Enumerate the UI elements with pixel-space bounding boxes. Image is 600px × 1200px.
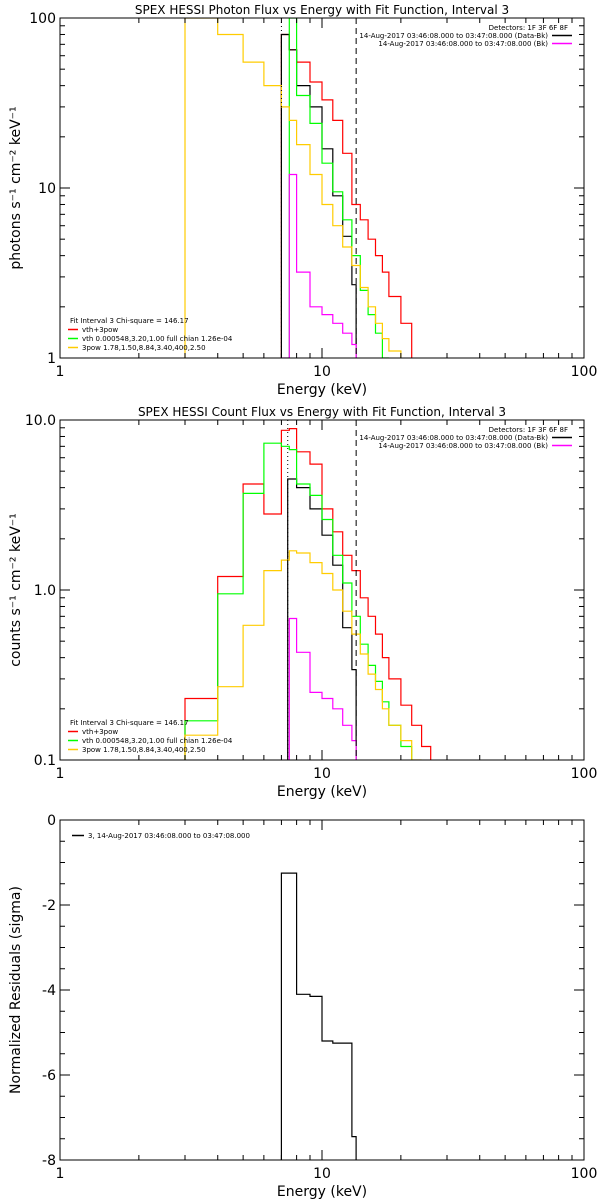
x-axis-label: Energy (keV)	[277, 784, 367, 800]
y-tick-label: -4	[42, 983, 56, 999]
x-tick-label: 10	[313, 766, 331, 782]
x-tick-label: 1	[56, 766, 65, 782]
legend-label: 3, 14-Aug-2017 03:46:08.000 to 03:47:08.…	[88, 832, 250, 840]
x-axis-label: Energy (keV)	[277, 1184, 367, 1200]
y-axis-label: photons s⁻¹ cm⁻² keV⁻¹	[8, 106, 24, 269]
info-top-text: Detectors: 1F 3F 6F 8F	[489, 426, 568, 434]
y-tick-label: 100	[29, 11, 56, 27]
series-line-5	[281, 173, 357, 358]
info-bottom-text: vth+3pow	[82, 728, 118, 736]
x-tick-label: 10	[313, 1166, 331, 1182]
info-bottom-text: vth 0.000548,3.20,1.00 full chian 1.26e-…	[82, 737, 233, 745]
info-bottom-text: vth+3pow	[82, 326, 118, 334]
series-line-3	[184, 442, 413, 760]
y-tick-label: 10.0	[25, 413, 56, 429]
info-top-text: 14-Aug-2017 03:46:08.000 to 03:47:08.000…	[378, 40, 548, 48]
chart-panel-2: SPEX HESSI Count Flux vs Energy with Fit…	[8, 405, 597, 800]
chart-panel-1: SPEX HESSI Photon Flux vs Energy with Fi…	[8, 3, 597, 398]
y-tick-label: 10	[38, 181, 56, 197]
series-line-1	[280, 33, 413, 358]
x-tick-label: 1	[56, 364, 65, 380]
x-axis-label: Energy (keV)	[277, 382, 367, 398]
y-tick-label: 0	[47, 813, 56, 829]
series-line-2	[287, 478, 357, 760]
series-group	[184, 18, 413, 358]
y-axis-label: counts s⁻¹ cm⁻² keV⁻¹	[8, 513, 24, 667]
series-group	[280, 872, 357, 1160]
x-tick-label: 1	[56, 1166, 65, 1182]
series-line-4	[184, 18, 402, 358]
x-tick-label: 100	[571, 766, 598, 782]
info-bottom-text: Fit Interval 3 Chi-square = 146.17	[70, 317, 189, 325]
y-tick-label: 0.1	[34, 753, 56, 769]
info-top-text: 14-Aug-2017 03:46:08.000 to 03:47:08.000…	[378, 442, 548, 450]
info-bottom-text: 3pow 1.78,1.50,8.84,3.40,400,2.50	[82, 344, 206, 352]
info-top-text: Detectors: 1F 3F 6F 8F	[489, 24, 568, 32]
series-line-2	[280, 33, 357, 358]
plot-frame	[59, 819, 585, 1161]
y-tick-label: 1	[47, 351, 56, 367]
series-line-4	[184, 550, 422, 760]
series-group	[184, 428, 432, 760]
x-tick-label: 10	[313, 364, 331, 380]
chart-title: SPEX HESSI Count Flux vs Energy with Fit…	[138, 405, 506, 419]
info-bottom-text: 3pow 1.78,1.50,8.84,3.40,400,2.50	[82, 746, 206, 754]
info-bottom-text: vth 0.000548,3.20,1.00 full chian 1.26e-…	[82, 335, 233, 343]
info-top-text: 14-Aug-2017 03:46:08.000 to 03:47:08.000…	[359, 32, 548, 40]
series-line-5	[287, 617, 357, 760]
series-line-1	[280, 872, 357, 1160]
y-axis-label: Normalized Residuals (sigma)	[8, 886, 24, 1094]
x-tick-label: 100	[571, 1166, 598, 1182]
chart-panel-3: 1 10 100 0 -2 -4 -6 -8 Energy (keV) Normalized Re…	[8, 813, 597, 1200]
info-top-text: 14-Aug-2017 03:46:08.000 to 03:47:08.000…	[359, 434, 548, 442]
series-line-1	[184, 428, 432, 760]
info-bottom-text: Fit Interval 3 Chi-square = 146.17	[70, 719, 189, 727]
chart-title: SPEX HESSI Photon Flux vs Energy with Fi…	[135, 3, 509, 17]
x-tick-label: 100	[571, 364, 598, 380]
y-tick-label: -2	[42, 898, 56, 914]
y-tick-label: -6	[42, 1068, 56, 1084]
y-tick-label: 1.0	[34, 583, 56, 599]
y-tick-label: -8	[42, 1153, 56, 1169]
